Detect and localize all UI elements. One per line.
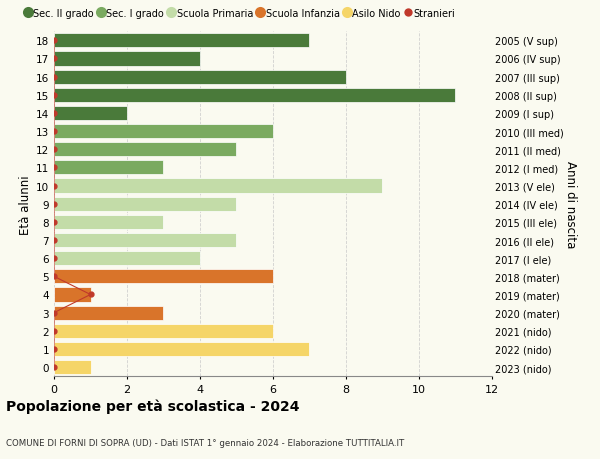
Bar [54, 234, 236, 247]
Bar [54, 197, 236, 211]
Bar [54, 179, 383, 193]
Bar [54, 342, 310, 356]
Bar [54, 89, 455, 103]
Bar [54, 360, 91, 375]
Bar [54, 34, 310, 48]
Bar [54, 269, 273, 284]
Y-axis label: Anni di nascita: Anni di nascita [565, 161, 577, 248]
Bar [54, 143, 236, 157]
Bar [54, 306, 163, 320]
Bar [54, 252, 200, 266]
Bar [54, 215, 163, 230]
Bar [54, 125, 273, 139]
Bar [54, 70, 346, 84]
Bar [54, 52, 200, 67]
Text: Popolazione per età scolastica - 2024: Popolazione per età scolastica - 2024 [6, 398, 299, 413]
Legend: Sec. II grado, Sec. I grado, Scuola Primaria, Scuola Infanzia, Asilo Nido, Stran: Sec. II grado, Sec. I grado, Scuola Prim… [21, 5, 459, 22]
Bar [54, 161, 163, 175]
Bar [54, 106, 127, 121]
Text: COMUNE DI FORNI DI SOPRA (UD) - Dati ISTAT 1° gennaio 2024 - Elaborazione TUTTIT: COMUNE DI FORNI DI SOPRA (UD) - Dati IST… [6, 438, 404, 448]
Y-axis label: Età alunni: Età alunni [19, 174, 32, 234]
Bar [54, 288, 91, 302]
Bar [54, 324, 273, 338]
